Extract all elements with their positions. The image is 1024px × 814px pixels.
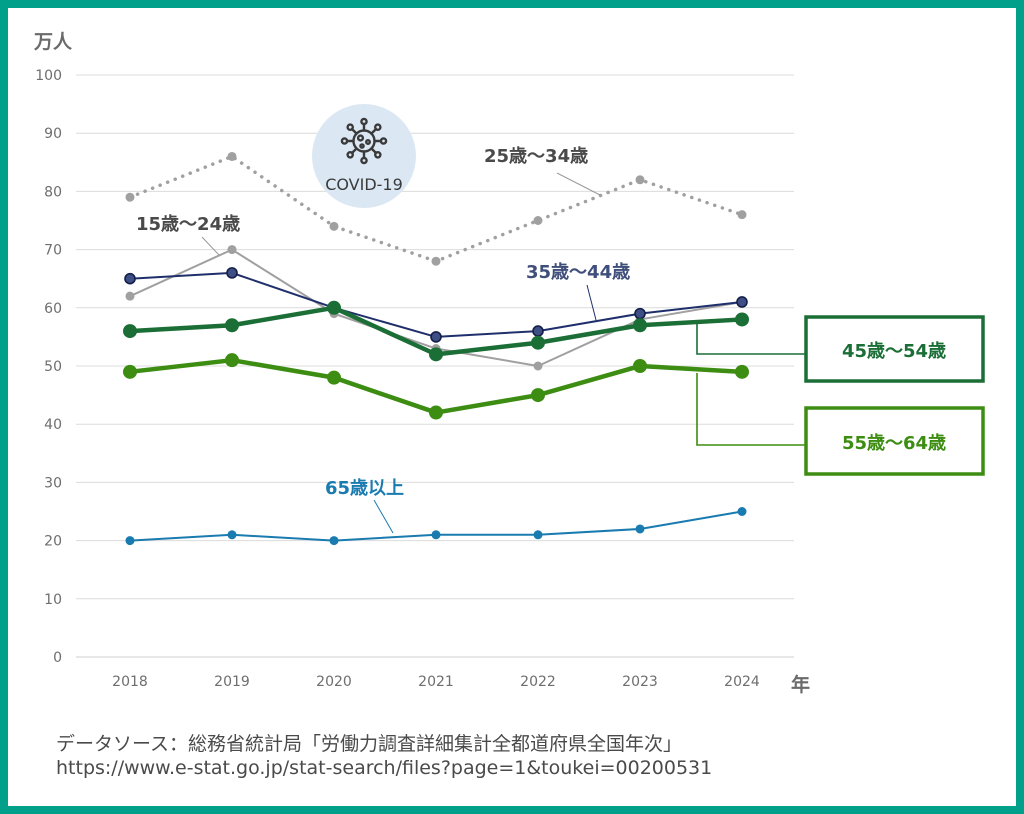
data-point (633, 359, 647, 373)
data-point (531, 388, 545, 403)
data-point (533, 530, 543, 540)
data-point (327, 300, 341, 315)
data-point (227, 530, 237, 540)
leader-25-34 (556, 172, 601, 196)
covid-annotation: COVID-19 (312, 104, 416, 208)
series-4 (123, 353, 749, 420)
legend-box-45-54: 45歳～54歳 (804, 315, 985, 383)
x-tick-label: 2023 (622, 674, 658, 690)
series-line (127, 357, 745, 415)
data-point (431, 256, 441, 266)
y-tick-label: 10 (44, 592, 62, 608)
source-note: データソース：総務省統計局「労働力調査詳細集計全都道府県全国年次」 https:… (56, 732, 712, 780)
leader-45-54 (696, 323, 806, 355)
data-point (125, 291, 135, 301)
y-tick-label: 70 (44, 243, 62, 259)
data-point (531, 335, 545, 350)
series-label-65: 65歳以上 (325, 478, 404, 499)
x-tick-label: 2018 (112, 674, 148, 690)
data-point (635, 175, 645, 185)
series-label-35-44: 35歳～44歳 (526, 262, 630, 283)
x-tick-label: 2020 (316, 674, 352, 690)
x-tick-label: 2022 (520, 674, 556, 690)
series-label-55-64: 55歳～64歳 (842, 433, 946, 454)
x-tick-label: 2021 (418, 674, 454, 690)
y-tick-label: 60 (44, 301, 62, 317)
data-point (532, 325, 544, 337)
series-layer (123, 151, 749, 546)
covid-label: COVID-19 (325, 175, 403, 194)
source-line-2: https://www.e-stat.go.jp/stat-search/fil… (56, 757, 713, 779)
data-point (533, 361, 543, 371)
series-1 (125, 151, 747, 266)
data-point (737, 507, 747, 516)
series-2 (124, 267, 748, 343)
series-5 (125, 507, 747, 546)
data-point (329, 221, 339, 231)
data-point (634, 307, 646, 320)
y-tick-label: 30 (44, 475, 62, 491)
leader-65 (373, 499, 394, 534)
data-point (533, 216, 543, 225)
legend-box-55-64: 55歳～64歳 (804, 406, 985, 476)
data-point (633, 318, 647, 333)
data-point (735, 364, 749, 379)
box-55-64 (804, 406, 985, 476)
y-tick-label: 0 (53, 650, 62, 666)
y-tick-label: 40 (44, 417, 62, 433)
x-axis-unit: 年 (791, 673, 810, 696)
data-point (431, 530, 441, 540)
y-tick-label: 100 (35, 68, 62, 84)
series-label-25-34: 25歳～34歳 (484, 146, 588, 167)
label-leaders (201, 172, 806, 534)
data-point (429, 347, 443, 362)
virus-icon (340, 117, 388, 165)
data-point (123, 364, 137, 379)
data-point (736, 296, 748, 308)
data-point (125, 192, 135, 202)
leader-35-44 (586, 284, 597, 321)
data-point (123, 324, 137, 339)
data-point (226, 267, 238, 279)
series-label-45-54: 45歳～54歳 (842, 341, 946, 362)
series-label-15-24: 15歳～24歳 (136, 214, 240, 235)
data-point (329, 536, 339, 546)
data-point (430, 331, 442, 343)
y-tick-labels: 0 10 20 30 40 50 60 70 80 90 100 (35, 68, 62, 666)
x-tick-labels: 2018 2019 2020 2021 2022 2023 2024 (112, 674, 760, 690)
data-point (735, 312, 749, 327)
y-tick-label: 90 (44, 126, 62, 142)
leader-15-24 (201, 236, 220, 256)
data-point (737, 210, 747, 220)
data-point (225, 353, 239, 368)
y-tick-label: 80 (44, 184, 62, 200)
y-axis-unit: 万人 (33, 31, 73, 53)
data-point (225, 318, 239, 333)
leader-55-64 (696, 373, 806, 446)
data-point (635, 524, 645, 534)
box-45-54 (804, 315, 985, 383)
source-line-1: データソース：総務省統計局「労働力調査詳細集計全都道府県全国年次」 (56, 733, 683, 755)
x-tick-label: 2024 (724, 674, 760, 690)
data-point (125, 536, 135, 546)
series-line (128, 154, 744, 263)
y-tick-label: 50 (44, 359, 62, 375)
data-point (124, 272, 136, 285)
data-point (227, 151, 237, 161)
y-tick-label: 20 (44, 534, 62, 550)
data-point (227, 245, 237, 255)
series-3 (123, 300, 749, 362)
data-point (327, 370, 341, 385)
x-tick-label: 2019 (214, 674, 250, 690)
data-point (429, 405, 443, 420)
